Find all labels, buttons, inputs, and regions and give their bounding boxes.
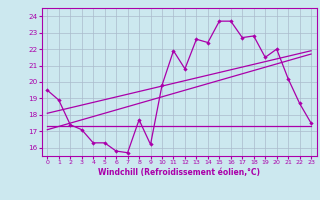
X-axis label: Windchill (Refroidissement éolien,°C): Windchill (Refroidissement éolien,°C): [98, 168, 260, 177]
